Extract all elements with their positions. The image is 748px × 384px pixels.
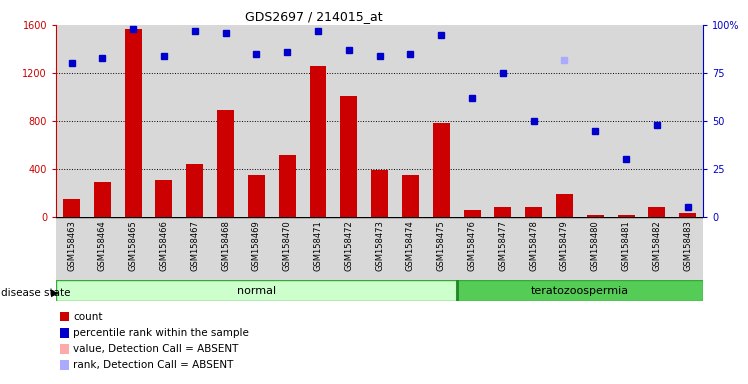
Bar	[56, 217, 87, 280]
Bar	[395, 25, 426, 217]
Bar	[340, 96, 358, 217]
Text: ▶: ▶	[51, 288, 58, 298]
Bar	[56, 280, 456, 301]
Text: GDS2697 / 214015_at: GDS2697 / 214015_at	[245, 10, 383, 23]
Text: GSM158474: GSM158474	[406, 220, 415, 271]
Text: GSM158471: GSM158471	[313, 220, 322, 271]
Bar	[63, 199, 80, 217]
Text: GSM158479: GSM158479	[560, 220, 569, 271]
Bar	[456, 25, 488, 217]
Text: teratozoospermia: teratozoospermia	[531, 286, 629, 296]
Bar	[210, 217, 241, 280]
Text: GSM158482: GSM158482	[652, 220, 661, 271]
Bar	[525, 207, 542, 217]
Bar	[433, 123, 450, 217]
Bar	[279, 155, 295, 217]
Bar	[426, 25, 456, 217]
Bar	[272, 217, 303, 280]
Bar	[56, 25, 87, 217]
Text: GSM158475: GSM158475	[437, 220, 446, 271]
Bar	[610, 25, 642, 217]
Bar	[180, 25, 210, 217]
Bar	[310, 66, 326, 217]
Bar	[117, 25, 149, 217]
Bar	[587, 215, 604, 217]
Text: count: count	[73, 312, 102, 322]
Text: GSM158470: GSM158470	[283, 220, 292, 271]
Bar	[618, 215, 634, 217]
Bar	[518, 217, 549, 280]
Bar	[456, 217, 488, 280]
Bar	[149, 25, 180, 217]
Bar	[94, 182, 111, 217]
Text: GSM158481: GSM158481	[622, 220, 631, 271]
Bar	[180, 217, 210, 280]
Bar	[549, 25, 580, 217]
Text: GSM158466: GSM158466	[159, 220, 168, 271]
Bar	[156, 180, 172, 217]
Bar	[334, 217, 364, 280]
Bar	[87, 217, 117, 280]
Text: GSM158463: GSM158463	[67, 220, 76, 271]
Bar	[672, 25, 703, 217]
Bar	[402, 175, 419, 217]
Text: GSM158476: GSM158476	[468, 220, 476, 271]
Bar	[364, 25, 395, 217]
Bar	[464, 210, 480, 217]
Bar	[117, 217, 149, 280]
Bar	[580, 217, 610, 280]
Bar	[125, 28, 141, 217]
Bar	[395, 217, 426, 280]
Bar	[272, 25, 303, 217]
Text: GSM158464: GSM158464	[98, 220, 107, 271]
Text: GSM158469: GSM158469	[252, 220, 261, 271]
Text: GSM158483: GSM158483	[683, 220, 692, 271]
Bar	[549, 217, 580, 280]
Bar	[149, 217, 180, 280]
Bar	[649, 207, 666, 217]
Bar	[679, 214, 696, 217]
Bar	[87, 25, 117, 217]
Bar	[518, 25, 549, 217]
Bar	[303, 217, 334, 280]
Text: value, Detection Call = ABSENT: value, Detection Call = ABSENT	[73, 344, 239, 354]
Bar	[241, 25, 272, 217]
Bar	[248, 175, 265, 217]
Text: GSM158467: GSM158467	[190, 220, 199, 271]
Text: GSM158478: GSM158478	[529, 220, 538, 271]
Bar	[556, 194, 573, 217]
Bar	[186, 164, 203, 217]
Bar	[642, 217, 672, 280]
Bar	[364, 217, 395, 280]
Text: GSM158480: GSM158480	[591, 220, 600, 271]
Text: GSM158468: GSM158468	[221, 220, 230, 271]
Bar	[303, 25, 334, 217]
Text: rank, Detection Call = ABSENT: rank, Detection Call = ABSENT	[73, 360, 233, 370]
Text: percentile rank within the sample: percentile rank within the sample	[73, 328, 249, 338]
Bar	[580, 25, 610, 217]
Bar	[494, 207, 512, 217]
Bar	[217, 110, 234, 217]
Text: GSM158465: GSM158465	[129, 220, 138, 271]
Text: normal: normal	[237, 286, 276, 296]
Bar	[426, 217, 456, 280]
Text: GSM158473: GSM158473	[375, 220, 384, 271]
Bar	[334, 25, 364, 217]
Bar	[488, 25, 518, 217]
Text: disease state: disease state	[1, 288, 70, 298]
Bar	[371, 170, 388, 217]
Text: GSM158472: GSM158472	[344, 220, 353, 271]
Bar	[642, 25, 672, 217]
Bar	[210, 25, 241, 217]
Bar	[456, 280, 703, 301]
Bar	[241, 217, 272, 280]
Bar	[488, 217, 518, 280]
Bar	[672, 217, 703, 280]
Text: GSM158477: GSM158477	[498, 220, 507, 271]
Bar	[610, 217, 642, 280]
